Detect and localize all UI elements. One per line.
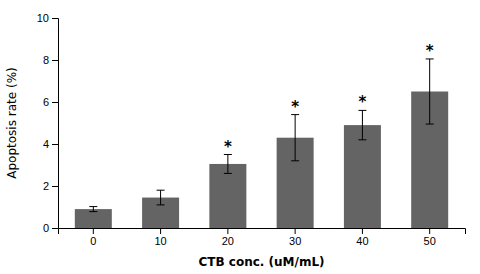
tick-label: 40 [356,235,368,247]
tick: 6 [43,96,58,108]
tick-label: 0 [90,235,96,247]
tick: 0 [90,228,96,247]
error-bar [89,207,97,212]
x-axis-title: CTB conc. (uM/mL) [198,255,324,269]
tick: 2 [43,180,58,192]
y-axis-title: Apoptosis rate (%) [5,67,19,178]
tick-mark [52,186,58,187]
error-bar [358,110,366,139]
chart: 0 2 4 6 8 10 0 10 20 30 40 50 * * * * CTB conc. (uM/mL) A… [0,0,480,274]
tick-mark [93,228,94,234]
tick-label: 6 [43,96,49,108]
tick-label: 8 [43,54,49,66]
tick-mark [160,228,161,234]
annotation: * [224,138,232,156]
axis-line [59,229,466,235]
error-bar [426,59,434,124]
annotation: * [426,42,434,60]
tick-label: 0 [43,222,49,234]
tick-label: 2 [43,180,49,192]
tick: 10 [154,228,166,247]
tick-label: 10 [154,235,166,247]
tick-mark [52,60,58,61]
tick-mark [52,102,58,103]
bar [344,125,381,228]
tick: 50 [424,228,436,247]
tick-mark [227,228,228,234]
plot: 0 2 4 6 8 10 0 10 20 30 40 50 * * * * [37,12,466,247]
tick-mark [362,228,363,234]
tick: 30 [289,228,301,247]
marks [75,59,448,228]
error-bars [89,59,433,212]
y-axis: 0 2 4 6 8 10 [37,12,59,234]
axis-line [52,19,59,229]
tick-mark [295,228,296,234]
tick: 0 [43,222,58,234]
annotation: * [358,93,366,111]
tick-label: 10 [37,12,49,24]
tick: 8 [43,54,58,66]
tick-label: 20 [222,235,234,247]
error-bar [224,155,232,174]
tick: 4 [43,138,58,150]
tick-label: 50 [424,235,436,247]
error-bar [157,190,165,205]
tick: 20 [222,228,234,247]
tick-label: 30 [289,235,301,247]
x-axis: 0 10 20 30 40 50 [59,228,466,247]
bars [75,92,448,229]
tick-mark [52,144,58,145]
tick: 10 [37,12,58,24]
annotations: * * * * [224,42,434,156]
annotation: * [291,98,299,116]
error-bar [291,115,299,161]
tick-mark [429,228,430,234]
tick-label: 4 [43,138,49,150]
tick-mark [52,18,58,19]
tick: 40 [356,228,368,247]
tick-mark [52,228,58,229]
